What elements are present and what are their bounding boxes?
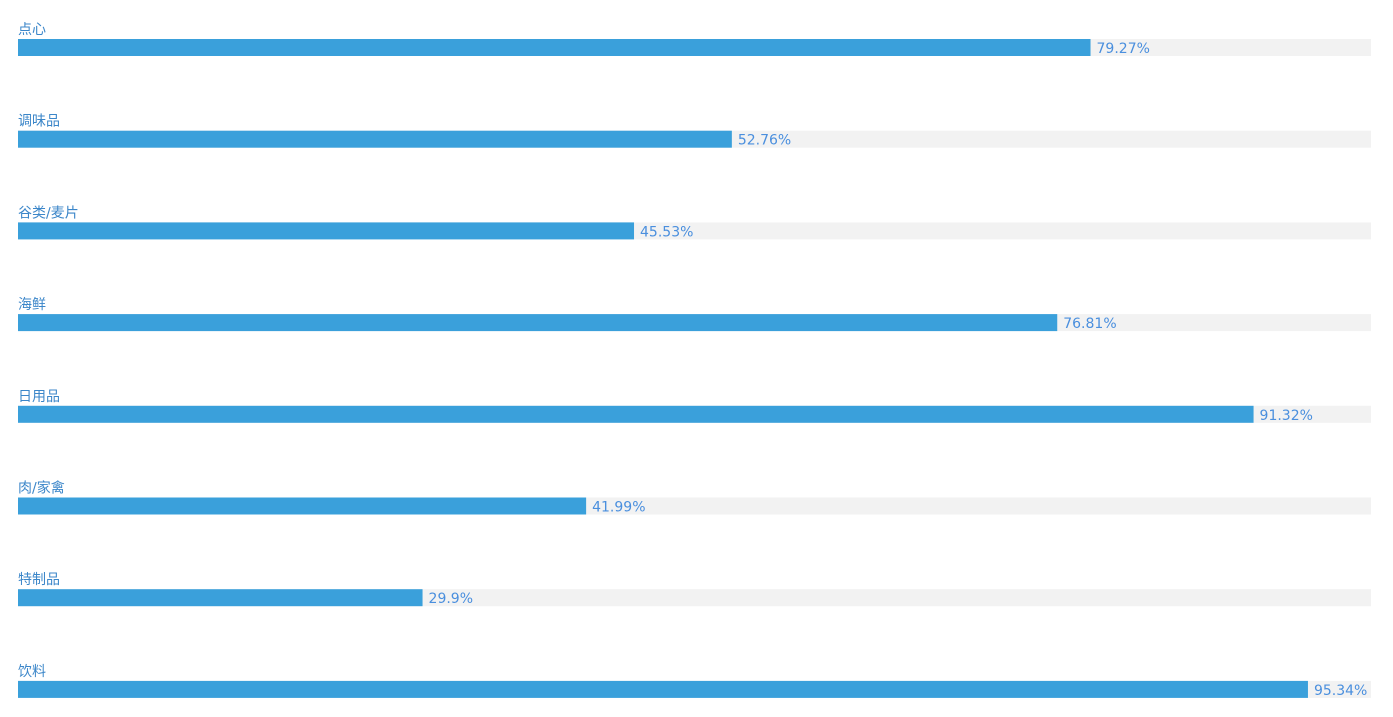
- bar-row: 海鲜 76.81%: [18, 297, 1371, 332]
- category-label: 肉/家禽: [18, 480, 65, 497]
- bar-fill: [18, 130, 732, 148]
- category-label: 饮料: [18, 664, 46, 680]
- bar-row: 点心 79.27%: [18, 22, 1371, 57]
- bar-row: 谷类/麦片 45.53%: [18, 205, 1371, 240]
- bar-fill: [18, 405, 1254, 423]
- bar-row: 肉/家禽 41.99%: [18, 480, 1371, 516]
- bar-fill: [18, 39, 1091, 56]
- value-label: 91.32%: [1260, 408, 1313, 424]
- value-label: 45.53%: [640, 224, 693, 240]
- value-label: 29.9%: [429, 591, 473, 607]
- bar-fill: [18, 680, 1308, 698]
- value-label: 79.27%: [1097, 41, 1150, 57]
- category-label: 特制品: [18, 572, 60, 588]
- category-label: 谷类/麦片: [18, 205, 79, 221]
- bar-row: 特制品 29.9%: [18, 572, 1371, 607]
- value-label: 76.81%: [1063, 316, 1116, 332]
- bar-fill: [18, 314, 1058, 332]
- category-label: 海鲜: [18, 297, 46, 313]
- bar-row: 日用品 91.32%: [18, 389, 1371, 424]
- bar-fill: [18, 222, 635, 240]
- bar-row: 调味品 52.76%: [18, 114, 1371, 149]
- category-label: 调味品: [18, 114, 60, 130]
- bar-fill: [18, 589, 423, 607]
- value-label: 95.34%: [1314, 683, 1367, 699]
- category-label: 日用品: [18, 389, 60, 405]
- value-label: 41.99%: [592, 500, 645, 516]
- bar-fill: [18, 497, 587, 515]
- value-label: 52.76%: [738, 133, 791, 149]
- category-label: 点心: [18, 22, 46, 38]
- bar-row: 饮料 95.34%: [18, 664, 1371, 699]
